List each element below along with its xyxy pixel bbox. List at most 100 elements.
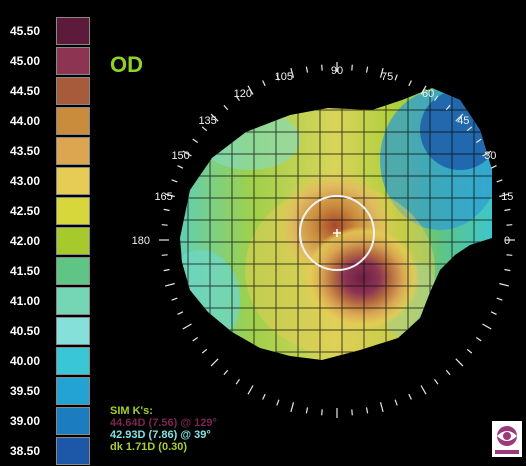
scale-label: 42.00 <box>10 234 41 248</box>
scale-label: 41.00 <box>10 294 41 308</box>
scale-row: 41.00 <box>6 286 94 316</box>
axis-tick <box>504 268 511 272</box>
axis-tick <box>408 80 412 87</box>
axis-tick <box>201 126 208 132</box>
scale-row: 39.50 <box>6 376 94 406</box>
axis-tick <box>490 165 497 169</box>
axis-tick <box>182 150 192 157</box>
sim-k-steep: 44.64D (7.56) @ 129° <box>110 417 217 429</box>
eyesys-logo-icon <box>492 421 522 457</box>
eye-label: OD <box>110 52 143 77</box>
scale-label: 45.50 <box>10 24 41 38</box>
axis-label: 75 <box>381 71 393 83</box>
scale-row: 42.50 <box>6 196 94 226</box>
scale-row: 42.00 <box>6 226 94 256</box>
scale-swatch <box>56 257 90 285</box>
scale-label: 39.00 <box>10 414 41 428</box>
axis-tick <box>161 254 168 256</box>
axis-tick <box>182 323 192 330</box>
axis-tick <box>434 378 439 385</box>
scale-swatch <box>56 107 90 135</box>
scale-swatch <box>56 407 90 435</box>
axis-label: 135 <box>198 115 216 127</box>
axis-tick <box>455 358 464 367</box>
axis-tick <box>434 95 439 102</box>
axis-tick <box>394 399 398 406</box>
axis-tick <box>420 385 427 395</box>
axis-tick <box>262 393 266 400</box>
axis-tick <box>455 113 464 122</box>
scale-swatch <box>56 197 90 225</box>
cornea-map <box>180 88 492 360</box>
scale-label: 43.00 <box>10 174 41 188</box>
axis-tick <box>379 402 384 413</box>
axis-tick <box>290 402 295 413</box>
scale-row: 44.00 <box>6 106 94 136</box>
axis-tick <box>223 104 229 111</box>
axis-ticks <box>159 62 515 418</box>
axis-label: 165 <box>154 191 172 203</box>
axis-label: 120 <box>234 88 252 100</box>
axis-tick <box>408 393 412 400</box>
axis-tick <box>235 378 240 385</box>
color-scale: 45.50 45.00 44.50 44.00 43.50 43.00 42.50 42.00… <box>6 16 94 465</box>
sim-k-readout: SIM K's: 44.64D (7.56) @ 129° 42.93D (7.… <box>110 405 217 453</box>
scale-row: 39.00 <box>6 406 94 436</box>
axis-label: 30 <box>484 150 496 162</box>
axis-tick <box>161 224 168 226</box>
pupil-circle <box>299 195 375 271</box>
axis-tick <box>466 348 473 354</box>
scale-swatch <box>56 77 90 105</box>
scale-swatch <box>56 227 90 255</box>
axis-label: 150 <box>171 150 189 162</box>
axis-label: 0 <box>504 235 510 247</box>
scale-row: 40.50 <box>6 316 94 346</box>
axis-tick <box>351 409 353 416</box>
axis-label: 15 <box>501 191 513 203</box>
axis-tick <box>262 80 266 87</box>
axis-tick <box>482 323 492 330</box>
axis-tick <box>466 126 473 132</box>
sim-k-title: SIM K's: <box>110 405 153 417</box>
axis-label: 180 <box>132 235 150 247</box>
axis-tick <box>210 113 219 122</box>
scale-row: 45.00 <box>6 46 94 76</box>
axis-tick <box>321 409 323 416</box>
axis-tick <box>365 66 369 73</box>
scale-label: 44.50 <box>10 84 41 98</box>
axis-tick <box>171 297 178 301</box>
scale-swatch <box>56 17 90 45</box>
scale-label: 45.00 <box>10 54 41 68</box>
axis-label: 45 <box>457 115 469 127</box>
axis-tick <box>290 67 295 78</box>
scale-swatch <box>56 137 90 165</box>
axis-tick <box>506 224 513 226</box>
axis-tick <box>192 138 199 143</box>
scale-swatch <box>56 347 90 375</box>
axis-label: 90 <box>331 65 343 77</box>
axis-tick <box>163 268 170 272</box>
axis-tick <box>247 85 254 95</box>
scale-label: 41.50 <box>10 264 41 278</box>
axis-label: 60 <box>422 88 434 100</box>
scale-row: 45.50 <box>6 16 94 46</box>
axis-tick <box>445 369 451 376</box>
axis-tick <box>247 385 254 395</box>
axis-tick <box>177 311 184 315</box>
axis-tick <box>394 74 398 81</box>
axis-label: 105 <box>275 71 293 83</box>
axis-tick <box>445 104 451 111</box>
axis-tick <box>276 399 280 406</box>
scale-row: 44.50 <box>6 76 94 106</box>
axis-tick <box>379 67 384 78</box>
axis-tick <box>496 297 503 301</box>
axis-tick <box>201 348 208 354</box>
scale-row: 38.50 <box>6 436 94 466</box>
scale-label: 44.00 <box>10 114 41 128</box>
axis-tick <box>496 179 503 183</box>
axis-tick <box>351 64 353 71</box>
axis-tick <box>305 66 309 73</box>
axis-tick <box>504 208 511 212</box>
axis-tick <box>223 369 229 376</box>
